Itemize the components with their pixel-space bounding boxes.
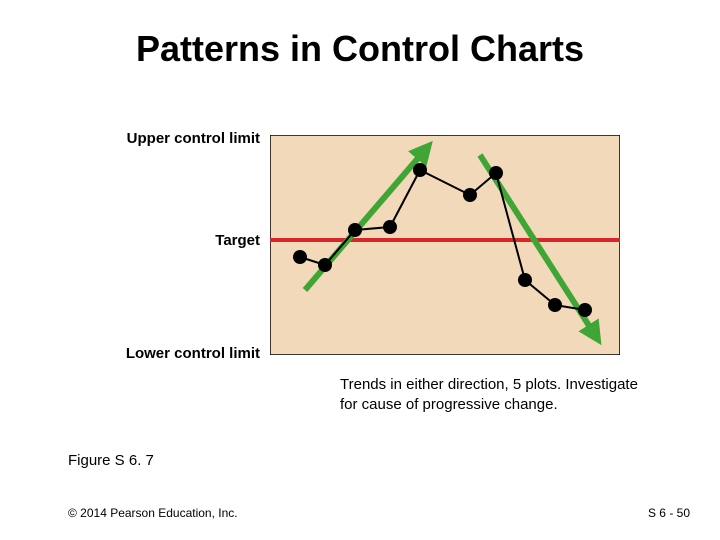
- figure-reference: Figure S 6. 7: [68, 452, 154, 469]
- control-chart: [270, 135, 620, 355]
- copyright-text: © 2014 Pearson Education, Inc.: [68, 506, 238, 520]
- page-number: S 6 - 50: [648, 506, 690, 520]
- label-lower-control-limit: Lower control limit: [100, 345, 260, 362]
- label-target: Target: [160, 232, 260, 249]
- slide-title: Patterns in Control Charts: [0, 0, 720, 70]
- control-chart-svg: [270, 135, 620, 355]
- label-upper-control-limit: Upper control limit: [100, 130, 260, 147]
- chart-caption: Trends in either direction, 5 plots. Inv…: [340, 375, 640, 414]
